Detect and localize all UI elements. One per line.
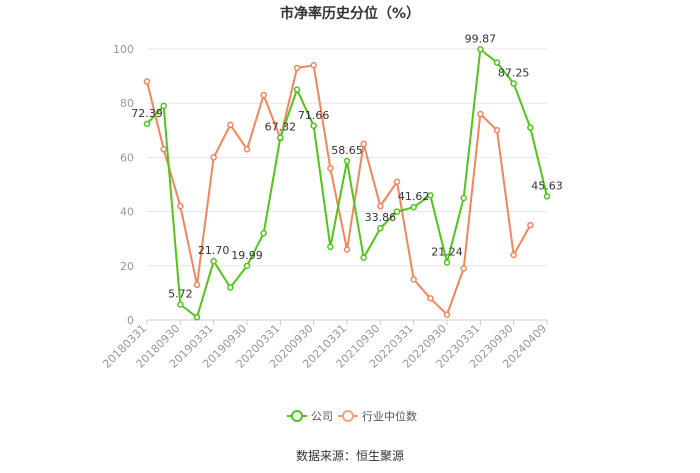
data-point [310,122,317,130]
data-point [410,276,417,283]
data-point [493,127,501,134]
legend-item-industry-median[interactable]: 行业中位数 [338,409,417,423]
data-point [277,134,284,141]
y-tick-label: 0 [127,314,134,327]
data-point [477,46,484,53]
y-tick-label: 20 [120,260,134,273]
data-point [310,62,317,69]
data-point [410,203,417,211]
data-label: 33.86 [365,211,397,224]
data-point [360,254,367,261]
y-tick-label: 100 [113,43,134,56]
data-point [510,251,517,259]
data-point [293,86,301,93]
data-point [227,284,234,291]
data-point [160,146,167,153]
data-source: 数据来源：恒生聚源 [296,448,404,463]
series-line-0 [146,48,548,319]
data-point [427,295,434,302]
data-point [510,80,517,87]
data-label: 87.25 [498,67,530,80]
data-point [160,102,167,110]
data-point [427,192,434,199]
data-label: 67.32 [265,121,297,134]
data-point [177,301,184,308]
legend[interactable]: 公司 行业中位数 [287,409,417,423]
data-label: 21.70 [198,244,230,257]
data-label: 72.39 [131,107,163,120]
data-point [443,259,451,266]
series-layer [143,46,551,321]
data-label: 45.63 [531,179,563,192]
y-tick-label: 60 [120,151,134,164]
data-point [260,91,267,99]
data-label: 58.65 [331,144,363,157]
data-point [377,202,384,210]
data-label: 19.99 [231,249,263,262]
data-point [527,124,534,131]
data-point [193,314,201,321]
data-point [227,121,234,129]
series-line-1 [146,64,532,316]
data-point [343,157,351,165]
data-point [493,59,501,66]
data-point [193,281,201,289]
data-point [460,194,467,202]
data-point [377,224,384,232]
data-point [243,262,251,270]
data-point [360,140,367,148]
data-point [210,257,217,265]
data-point [177,202,184,210]
legend-item-company[interactable]: 公司 [287,410,333,423]
data-label: 99.87 [465,32,497,45]
data-point [443,311,451,318]
data-point [293,64,301,72]
legend-label-company: 公司 [311,410,333,423]
data-point [393,208,401,215]
data-point [210,154,217,161]
data-label: 5.72 [168,287,193,300]
data-label: 71.66 [298,109,330,122]
data-point [543,193,551,200]
chart-title: 市净率历史分位（%） [280,5,420,22]
data-point [260,230,267,237]
data-point [343,246,351,253]
data-point [477,110,484,118]
grid [147,48,547,267]
data-point [143,78,151,85]
legend-label-industry-median: 行业中位数 [362,409,417,423]
data-label: 41.62 [398,190,430,203]
y-tick-label: 40 [120,206,134,219]
data-point [460,265,467,272]
data-point [243,146,251,153]
data-point [327,164,334,172]
data-label: 21.24 [431,245,463,258]
data-point [393,178,401,186]
data-point [327,243,334,251]
data-point [527,221,534,229]
y-tick-label: 80 [120,97,134,110]
data-point [143,120,151,128]
